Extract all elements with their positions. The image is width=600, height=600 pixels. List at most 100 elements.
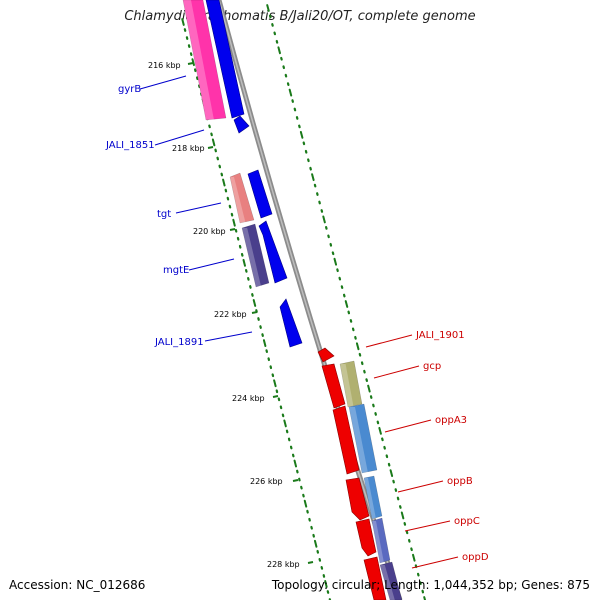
major-tick [242, 258, 246, 267]
major-tick [423, 596, 427, 600]
major-tick [378, 426, 382, 435]
major-tick [324, 580, 328, 588]
leader-line [204, 331, 253, 342]
scale-labels: 216 kbp 218 kbp 220 kbp 222 kbp 224 kbp 226 k… [148, 61, 314, 569]
accession-text: Accession: NC_012686 [9, 578, 146, 592]
major-tick [283, 419, 287, 428]
cog-block-shine [242, 228, 262, 287]
scale-tick [207, 146, 214, 149]
scale-label: 220 kbp [193, 227, 226, 236]
major-tick [288, 88, 293, 97]
cog-block-shine [230, 177, 246, 223]
leader-line [175, 202, 222, 214]
major-tick [277, 46, 281, 55]
gene-arrow-reverse [355, 518, 377, 557]
gene-label: JALI_1901 [415, 330, 465, 341]
gene-arrow-reverse [317, 347, 335, 363]
scale-label: 224 kbp [232, 394, 265, 403]
cog-blocks [182, 0, 403, 600]
scale-tick [272, 395, 279, 398]
cog-block [241, 223, 270, 288]
leader-line [365, 334, 413, 348]
major-tick [389, 469, 394, 478]
major-tick [412, 553, 416, 562]
major-tick [299, 130, 304, 139]
cog-block-shine [364, 478, 376, 519]
cog-block-shine [183, 0, 214, 120]
major-tick [367, 384, 371, 393]
gene-label: JALI_1891 [154, 337, 204, 348]
leader-line [404, 520, 451, 532]
leader-line [139, 75, 187, 90]
leader-line [411, 556, 459, 569]
cog-block-shine [349, 407, 368, 473]
major-tick [293, 459, 298, 468]
outer-tick-track [266, 4, 427, 600]
gene-label: oppD [462, 552, 489, 563]
cog-block [348, 403, 378, 474]
cog-block-shine [380, 565, 395, 600]
gene-features [205, 0, 387, 600]
scale-label: 222 kbp [214, 310, 247, 319]
leader-line [373, 365, 420, 379]
scale-tick [307, 561, 314, 564]
major-tick [191, 58, 195, 67]
gene-label: oppB [447, 476, 473, 487]
major-tick [262, 339, 267, 348]
leader-line [397, 480, 444, 493]
cog-block-shine [372, 521, 384, 563]
scale-tick [229, 228, 236, 231]
cog-block [363, 475, 383, 520]
major-tick [303, 499, 308, 508]
major-tick [355, 342, 360, 351]
gene-arrow-forward [247, 169, 273, 219]
cog-block [371, 517, 391, 564]
major-tick [252, 299, 257, 307]
gene-arrow-reverse [345, 477, 370, 521]
major-tick [232, 218, 236, 227]
major-tick [333, 257, 338, 266]
leader-line [154, 129, 205, 146]
gene-arrow-reverse [321, 363, 346, 409]
scale-label: 216 kbp [148, 61, 181, 70]
gene-label: gyrB [118, 84, 141, 95]
gene-arrow-reverse [363, 556, 387, 600]
leader-line [384, 419, 432, 433]
cog-block [379, 561, 403, 600]
major-tick [273, 379, 277, 388]
gene-arrow-forward [205, 0, 245, 119]
label-leader-lines [139, 75, 459, 569]
major-tick [181, 18, 185, 26]
cog-block-shine [340, 364, 354, 407]
gene-label: JALI_1851 [105, 140, 155, 151]
scale-tick [292, 479, 299, 482]
scale-tick [251, 311, 258, 314]
major-tick [344, 300, 349, 308]
cog-block [229, 172, 255, 224]
gene-label: gcp [423, 361, 441, 372]
cog-block [339, 360, 363, 408]
gene-arrow-reverse [332, 405, 360, 475]
gene-label: mgtE [163, 265, 189, 276]
scale-label: 228 kbp [267, 560, 300, 569]
leader-line [188, 258, 235, 271]
scale-tick [187, 62, 194, 65]
scale-label: 226 kbp [250, 477, 283, 486]
major-tick [313, 539, 318, 548]
gene-arrow-forward [258, 220, 288, 284]
gene-arrow-forward [233, 115, 250, 134]
scale-label: 218 kbp [172, 144, 205, 153]
major-tick [211, 138, 216, 147]
major-tick [311, 173, 315, 182]
genome-summary-text: Topology: circular; Length: 1,044,352 bp… [271, 578, 590, 592]
major-tick [222, 178, 226, 187]
gene-arrow-forward [279, 298, 303, 348]
major-tick [400, 511, 405, 520]
gene-label: tgt [157, 209, 171, 220]
cog-block [182, 0, 227, 121]
gene-label: oppC [454, 516, 480, 527]
major-tick [322, 215, 326, 224]
major-tick [266, 4, 270, 12]
